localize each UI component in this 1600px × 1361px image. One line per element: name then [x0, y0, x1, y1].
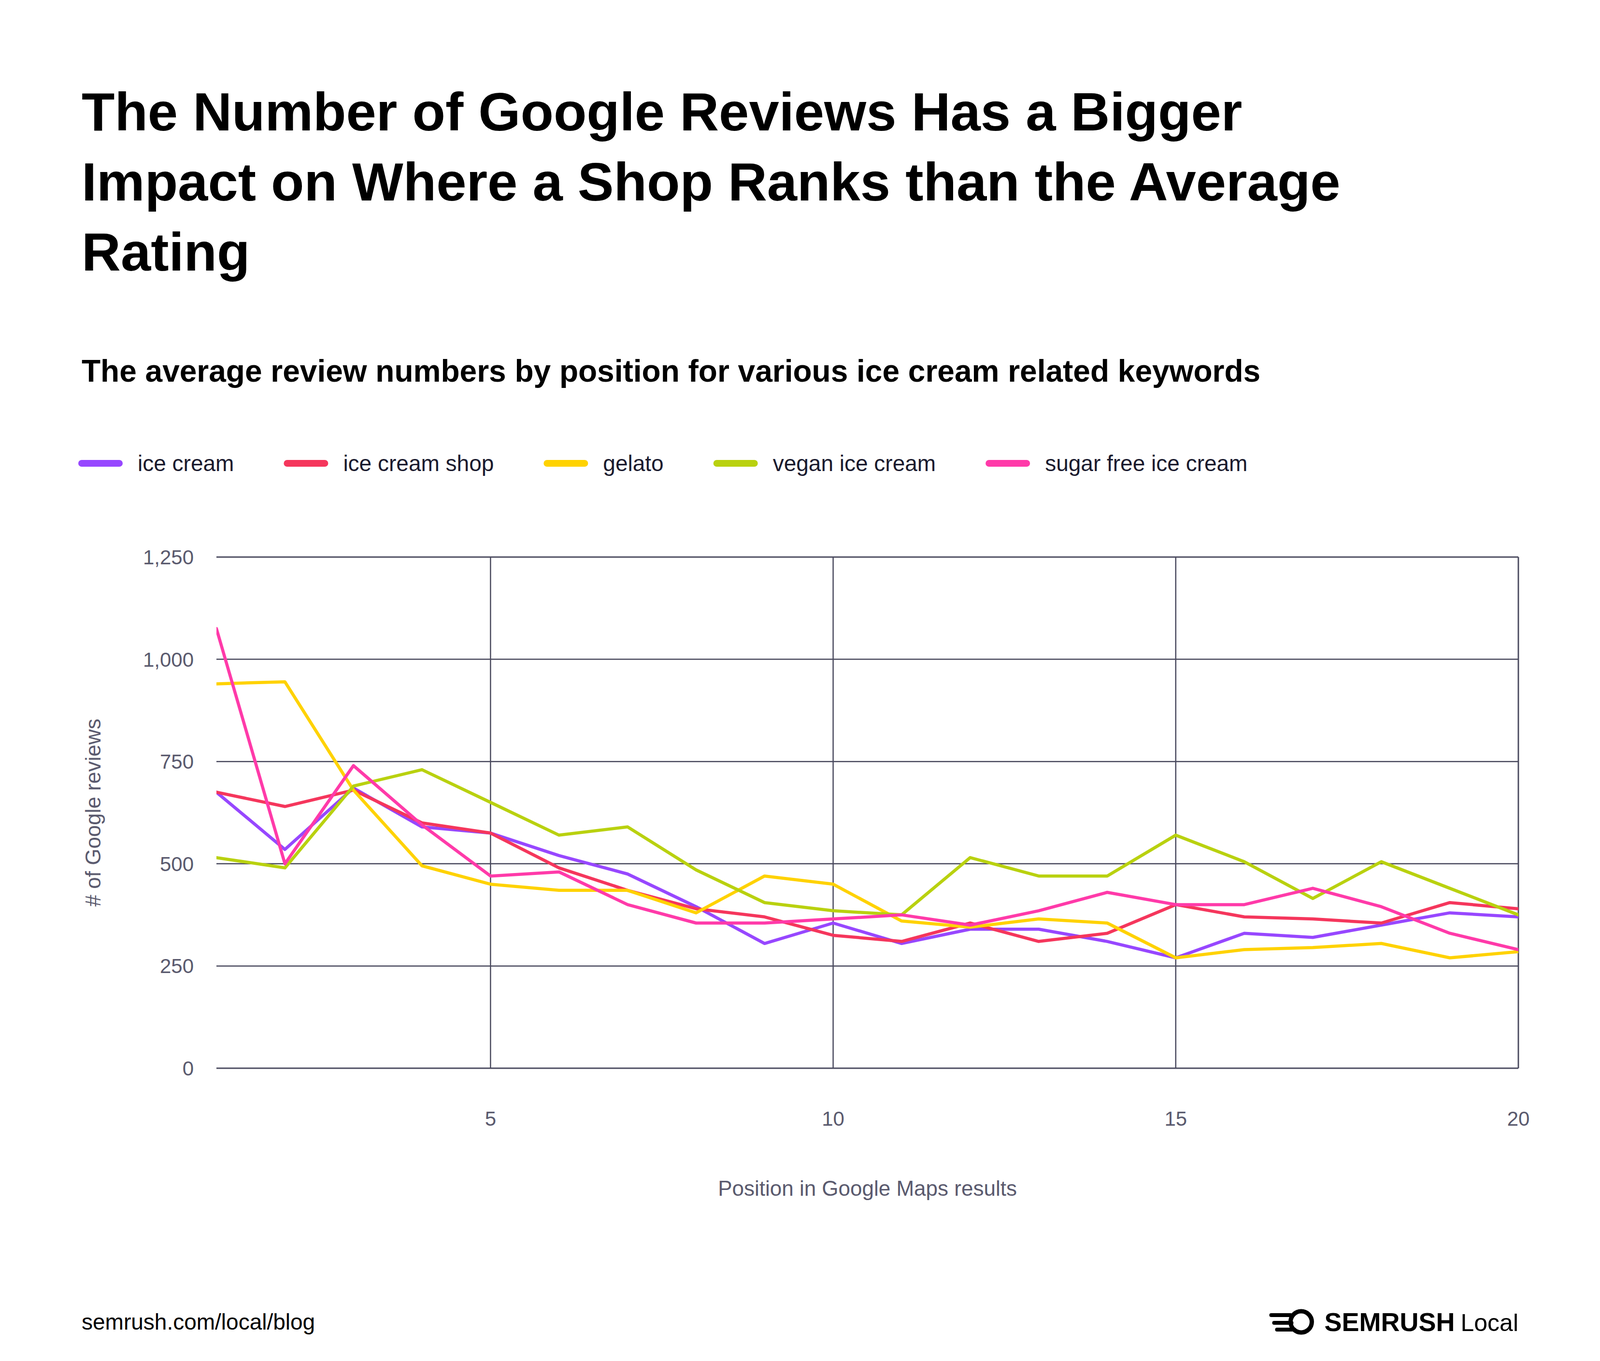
y-grid-line: [216, 863, 1519, 865]
y-tick-label: 1,000: [142, 648, 194, 672]
logo-lines: [1271, 1314, 1295, 1330]
legend-label: gelato: [602, 450, 664, 476]
x-grid-line: [489, 557, 492, 1069]
series-line: [216, 769, 1519, 915]
title-line: The Number of Google Reviews Has a Bigge…: [81, 81, 1243, 143]
legend-swatch: [988, 459, 1027, 467]
series-line: [216, 628, 1519, 950]
legend-swatch: [81, 459, 120, 467]
legend-label: ice cream shop: [342, 450, 494, 476]
y-tick-label: 250: [159, 954, 194, 978]
x-grid-line: [1517, 557, 1520, 1069]
subtitle: The average review numbers by position f…: [81, 353, 1261, 389]
x-grid-line: [1175, 557, 1177, 1069]
x-axis-line: [216, 1067, 1519, 1070]
legend-label: ice cream: [137, 450, 234, 476]
footer: semrush.com/local/blog: [81, 1309, 315, 1335]
y-tick-label: 0: [182, 1057, 194, 1080]
legend-swatch: [546, 459, 585, 467]
series-group: [216, 628, 1519, 958]
title-line: Rating: [81, 221, 250, 283]
x-tick-label: 15: [1164, 1107, 1187, 1130]
x-tick-label: 5: [485, 1107, 497, 1130]
y-tick-label: 750: [159, 750, 194, 773]
title: The Number of Google Reviews Has a Bigge…: [81, 81, 1341, 283]
y-axis-label: # of Google reviews: [81, 718, 105, 907]
title-line: Impact on Where a Shop Ranks than the Av…: [81, 151, 1341, 213]
legend-label: sugar free ice cream: [1044, 450, 1248, 476]
chart: The Number of Google Reviews Has a Bigge…: [0, 0, 1600, 1361]
x-tick-label: 10: [821, 1107, 845, 1130]
brand: SEMRUSH: [1324, 1307, 1455, 1337]
y-grid-line: [216, 1067, 1519, 1070]
y-grid-line: [216, 965, 1519, 967]
background: [0, 0, 1600, 1361]
x-tick-label: 20: [1507, 1107, 1530, 1130]
brand-suffix: Local: [1460, 1309, 1519, 1337]
y-tick-label: 500: [159, 852, 194, 876]
legend-label: vegan ice cream: [772, 450, 937, 476]
y-grid-line: [216, 658, 1519, 660]
frame-right: [1517, 557, 1520, 1069]
brand-logo: [1271, 1311, 1312, 1333]
y-grid-line: [216, 760, 1519, 763]
series-line: [216, 787, 1519, 958]
y-tick-label: 1,250: [142, 545, 194, 569]
legend-swatch: [286, 459, 325, 467]
frame-top: [216, 556, 1519, 558]
legend-swatch: [716, 459, 755, 467]
y-grid-line: [216, 556, 1519, 558]
x-axis-label: Position in Google Maps results: [717, 1176, 1017, 1200]
series-line: [216, 789, 1519, 942]
x-grid-line: [832, 557, 834, 1069]
